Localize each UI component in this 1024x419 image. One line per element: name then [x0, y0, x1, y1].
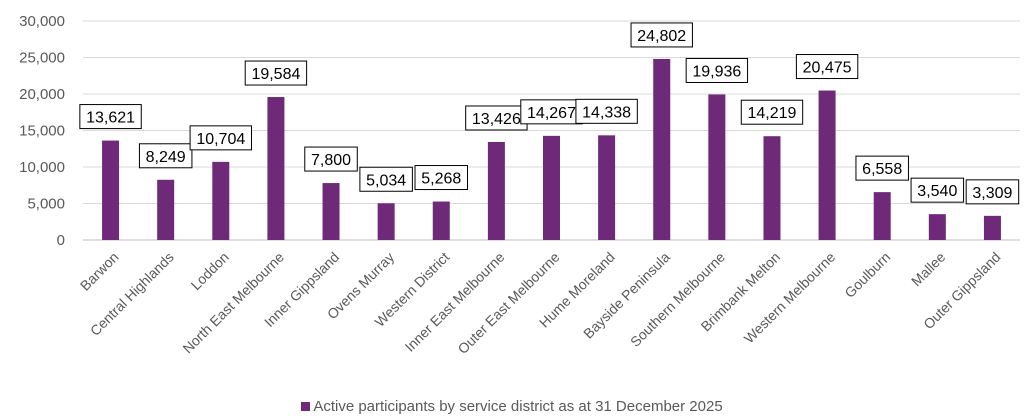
bar [267, 97, 285, 240]
bar [157, 179, 175, 240]
data-label-box [189, 125, 252, 151]
data-label: 3,540 [910, 177, 965, 203]
x-tick-label: Goulburn [841, 249, 893, 301]
x-tick-label: Barwon [77, 249, 122, 294]
x-tick-label: Loddon [188, 249, 232, 293]
data-label-text: 10,704 [196, 131, 245, 148]
bars [102, 58, 1001, 241]
x-tick-label: North East Melbourne [179, 249, 287, 357]
bar [763, 136, 781, 240]
data-label: 5,268 [414, 165, 469, 191]
data-label-text: 7,800 [311, 152, 351, 169]
bar [377, 203, 395, 240]
x-tick-label: Western Melbourne [741, 249, 839, 347]
data-label-box [855, 155, 909, 181]
data-label-box [359, 166, 413, 192]
data-label-box [795, 54, 859, 80]
legend-label: Active participants by service district … [313, 398, 723, 415]
y-tick-label: 30,000 [19, 13, 65, 30]
legend-swatch [301, 402, 311, 411]
x-tick-label: Inner East Melbourne [402, 249, 508, 355]
data-label-box [575, 98, 638, 124]
data-label-text: 13,426 [472, 111, 521, 128]
bar [818, 90, 836, 240]
y-tick-label: 15,000 [19, 123, 65, 140]
bar [983, 215, 1001, 240]
data-label-box [138, 143, 193, 169]
data-label: 19,584 [244, 60, 308, 86]
data-label-text: 6,558 [862, 161, 902, 178]
data-label-text: 20,475 [803, 60, 852, 77]
y-tick-label: 10,000 [19, 159, 65, 176]
bar [598, 135, 616, 240]
data-label-box [244, 60, 308, 86]
y-tick-label: 0 [57, 232, 65, 249]
bar-chart: 0 5,000 10,000 15,000 20,000 25,000 30,000 13,… [19, 13, 1020, 357]
data-label: 19,936 [685, 57, 749, 83]
bar [653, 58, 671, 240]
data-label-text: 5,034 [366, 172, 406, 189]
bar [432, 201, 450, 240]
data-label-text: 14,219 [748, 105, 797, 122]
data-label-text: 19,936 [692, 63, 741, 80]
data-label: 14,338 [575, 98, 638, 124]
data-label: 13,621 [79, 104, 142, 130]
data-label-text: 19,584 [251, 66, 300, 83]
data-label-text: 5,268 [421, 171, 461, 188]
y-axis-ticks: 0 5,000 10,000 15,000 20,000 25,000 30,000 [19, 13, 65, 249]
bar [322, 183, 340, 240]
bar [487, 141, 505, 240]
bar [212, 161, 230, 240]
data-label-box [965, 179, 1020, 205]
y-tick-label: 25,000 [19, 50, 65, 67]
x-tick-label: Southern Melbourne [627, 249, 728, 350]
data-label: 7,800 [304, 146, 358, 172]
bar [102, 140, 120, 240]
data-label: 24,802 [630, 22, 693, 48]
bar [708, 94, 726, 241]
data-label-box [630, 22, 693, 48]
y-tick-label: 20,000 [19, 86, 65, 103]
data-label-box [304, 146, 358, 172]
data-label-box [465, 105, 528, 131]
data-label: 14,267 [520, 99, 583, 125]
data-label: 10,704 [189, 125, 252, 151]
data-label-text: 3,540 [917, 183, 957, 200]
data-label-box [79, 104, 142, 130]
data-label-text: 14,267 [527, 105, 576, 122]
data-label-box [520, 99, 583, 125]
data-label-text: 14,338 [582, 104, 631, 121]
data-label: 20,475 [795, 54, 859, 80]
bar [928, 214, 946, 240]
bar [543, 135, 560, 240]
legend: Active participants by service district … [0, 398, 1024, 415]
data-label-text: 24,802 [637, 28, 686, 45]
x-tick-label: Outer East Melbourne [454, 249, 562, 357]
data-label-box [685, 57, 749, 83]
data-label: 13,426 [465, 105, 528, 131]
data-label-box [740, 99, 804, 125]
data-label-text: 3,309 [972, 185, 1012, 202]
data-label-text: 8,249 [146, 149, 186, 166]
data-label: 3,309 [965, 179, 1020, 205]
data-label-box [910, 177, 965, 203]
data-label: 8,249 [138, 143, 193, 169]
y-tick-label: 5,000 [27, 196, 65, 213]
data-label-box [414, 165, 469, 191]
data-label: 5,034 [359, 166, 413, 192]
data-label: 6,558 [855, 155, 909, 181]
data-label: 14,219 [740, 99, 804, 125]
data-labels: 13,621 8,249 10,704 19,584 7,800 5,034 5,268 13… [79, 22, 1020, 205]
bar [873, 192, 891, 240]
x-tick-label: Mallee [908, 249, 949, 290]
data-label-text: 13,621 [86, 110, 135, 127]
